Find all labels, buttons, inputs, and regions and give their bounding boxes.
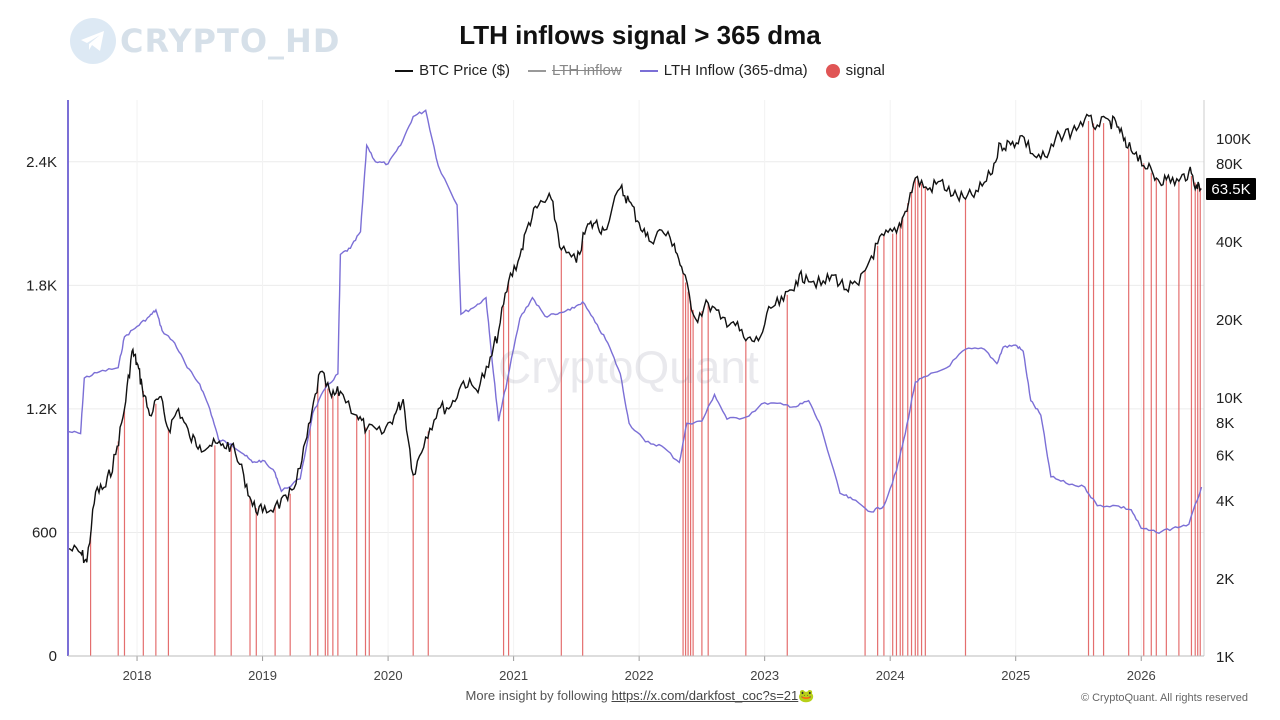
logo: CRYPTO_HD (70, 18, 340, 64)
legend-label-lth-inflow-dma: LTH Inflow (365-dma) (663, 62, 808, 79)
y-left-tick-label: 2.4K (26, 154, 57, 171)
x-tick-label: 2023 (750, 668, 779, 683)
telegram-icon (70, 18, 116, 64)
y-right-tick-label: 4K (1216, 493, 1234, 510)
legend-item-lth-inflow[interactable]: LTH inflow (527, 62, 622, 79)
y-right-tick-label: 40K (1216, 234, 1243, 251)
footer-prefix: More insight by following (465, 688, 612, 703)
x-tick-label: 2019 (248, 668, 277, 683)
y-right-tick-label: 80K (1216, 156, 1243, 173)
btc-price-line (67, 113, 1202, 564)
chart-title: LTH inflows signal > 365 dma (459, 20, 821, 50)
legend-item-signal[interactable]: signal (825, 62, 885, 79)
x-tick-label: 2018 (123, 668, 152, 683)
legend-swatch-lth-inflow (527, 69, 546, 72)
legend-swatch-signal (825, 63, 840, 78)
frog-emoji: 🐸 (798, 688, 815, 703)
legend-swatch-btc-price (395, 69, 414, 72)
lth-inflow-dma-line (67, 109, 1203, 534)
legend-label-signal: signal (845, 62, 885, 79)
y-left-tick-label: 1.8K (26, 277, 57, 294)
watermark: CryptoQuant (498, 341, 759, 393)
current-price-label: 63.5K (1211, 181, 1250, 198)
y-left-tick-label: 1.2K (26, 401, 57, 418)
legend-item-btc-price[interactable]: BTC Price ($) (395, 62, 510, 79)
current-price-badge (1206, 177, 1256, 200)
y-right-tick-label: 20K (1216, 312, 1243, 329)
y-left-tick-label: 0 (49, 648, 57, 665)
x-tick-label: 2025 (1001, 668, 1030, 683)
legend-swatch-lth-inflow-dma (639, 69, 658, 72)
legend-label-lth-inflow: LTH inflow (551, 62, 622, 79)
y-right-tick-label: 2K (1216, 571, 1234, 588)
legend-label-btc-price: BTC Price ($) (419, 62, 510, 79)
y-right-tick-label: 1K (1216, 649, 1234, 666)
x-tick-label: 2020 (374, 668, 403, 683)
logo-text: CRYPTO_HD (120, 22, 341, 60)
legend-item-lth-inflow-dma[interactable]: LTH Inflow (365-dma) (639, 62, 808, 79)
x-tick-label: 2021 (499, 668, 528, 683)
footer: More insight by following https://x.com/… (0, 688, 1280, 704)
footer-link[interactable]: https://x.com/darkfost_coc?s=21 (611, 688, 799, 703)
y-left-tick-label: 600 (32, 524, 57, 541)
x-tick-label: 2024 (876, 668, 905, 683)
x-tick-label: 2026 (1127, 668, 1156, 683)
y-right-tick-label: 8K (1216, 415, 1234, 432)
legend: BTC Price ($) LTH inflow LTH Inflow (365… (0, 62, 1280, 79)
x-tick-label: 2022 (625, 668, 654, 683)
y-right-tick-label: 6K (1216, 447, 1234, 464)
y-right-tick-label: 10K (1216, 390, 1243, 407)
y-right-tick-label: 100K (1216, 131, 1251, 148)
copyright: © CryptoQuant. All rights reserved (1080, 692, 1248, 704)
